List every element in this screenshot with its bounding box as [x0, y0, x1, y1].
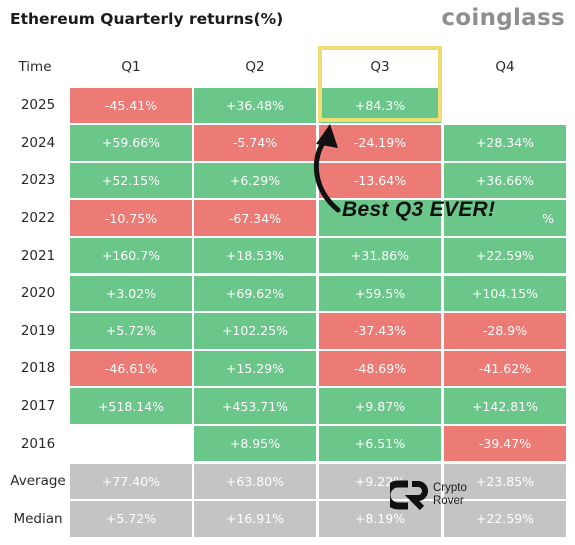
row-label-2025: 2025	[20, 97, 56, 114]
cell-average-q2: +63.80%	[194, 463, 316, 500]
cell-2018-q3: -48.69%	[319, 350, 441, 387]
cell-2019-q4: -28.9%	[444, 313, 566, 349]
cell-2020-q2: +69.62%	[194, 275, 316, 312]
cell-2024-q3: -24.19%	[319, 125, 441, 161]
cell-median-q1: +5.72%	[70, 501, 192, 537]
best-q3-annotation: Best Q3 EVER!	[342, 198, 496, 221]
cell-2023-q4: +36.66%	[444, 162, 566, 199]
column-header-q2: Q2	[245, 59, 265, 75]
column-header-q4: Q4	[495, 59, 515, 75]
row-label-2022: 2022	[20, 210, 56, 227]
cell-2025-q1: -45.41%	[70, 87, 192, 124]
cell-average-q1: +77.40%	[70, 463, 192, 500]
row-label-2019: 2019	[20, 322, 56, 339]
cell-2022-q1: -10.75%	[70, 200, 192, 236]
cell-2025-q2: +36.48%	[194, 87, 316, 124]
cell-median-q2: +16.91%	[194, 501, 316, 537]
row-label-2023: 2023	[20, 172, 56, 189]
cell-2023-q1: +52.15%	[70, 162, 192, 199]
cell-median-q4: +22.59%	[444, 501, 566, 537]
watermark-line1: Crypto	[433, 482, 467, 494]
cell-2021-q2: +18.53%	[194, 237, 316, 274]
cell-2016-q2: +8.95%	[194, 425, 316, 462]
cell-2021-q4: +22.59%	[444, 237, 566, 274]
cell-2018-q1: -46.61%	[70, 350, 192, 387]
column-header-q3: Q3	[370, 59, 390, 75]
corner-header: Time	[18, 59, 52, 75]
cell-2019-q1: +5.72%	[70, 313, 192, 349]
cell-2018-q2: +15.29%	[194, 350, 316, 387]
watermark-line2: Rover	[433, 495, 464, 507]
column-header-q1: Q1	[121, 59, 141, 75]
cell-2016-q4: -39.47%	[444, 425, 566, 462]
cell-2019-q2: +102.25%	[194, 313, 316, 349]
row-label-average: Average	[10, 473, 66, 490]
cell-2024-q4: +28.34%	[444, 125, 566, 161]
cell-2020-q3: +59.5%	[319, 275, 441, 312]
cell-2021-q3: +31.86%	[319, 237, 441, 274]
cell-median-q3: +8.19%	[319, 501, 441, 537]
cell-2017-q2: +453.71%	[194, 388, 316, 424]
cell-2025-q3: +84.3%	[319, 87, 441, 124]
cell-2023-q2: +6.29%	[194, 162, 316, 199]
row-label-2018: 2018	[20, 360, 56, 377]
coinglass-logo: coinglass	[441, 5, 565, 31]
cell-2020-q4: +104.15%	[444, 275, 566, 312]
cell-2021-q1: +160.7%	[70, 237, 192, 274]
crypto-rover-logo-icon	[390, 480, 428, 510]
row-label-median: Median	[13, 510, 63, 527]
cell-2022-q3	[319, 200, 441, 236]
cell-2017-q1: +518.14%	[70, 388, 192, 424]
cell-2017-q4: +142.81%	[444, 388, 566, 424]
cell-2018-q4: -41.62%	[444, 350, 566, 387]
curved-arrow-icon	[313, 124, 341, 213]
row-label-2017: 2017	[20, 398, 56, 415]
row-label-2024: 2024	[20, 134, 56, 151]
row-label-2021: 2021	[20, 247, 56, 264]
cell-2022-q2: -67.34%	[194, 200, 316, 236]
row-label-2016: 2016	[20, 435, 56, 452]
cell-2016-q3: +6.51%	[319, 425, 441, 462]
cell-2017-q3: +9.87%	[319, 388, 441, 424]
cell-2020-q1: +3.02%	[70, 275, 192, 312]
cell-2024-q2: -5.74%	[194, 125, 316, 161]
row-label-2020: 2020	[20, 285, 56, 302]
cell-2022-q4: %	[444, 200, 566, 236]
chart-title: Ethereum Quarterly returns(%)	[10, 10, 284, 28]
cell-average-q4: +23.85%	[444, 463, 566, 500]
crypto-rover-watermark: Crypto Rover	[390, 480, 467, 510]
cell-2024-q1: +59.66%	[70, 125, 192, 161]
cell-2019-q3: -37.43%	[319, 313, 441, 349]
cell-2023-q3: -13.64%	[319, 162, 441, 199]
